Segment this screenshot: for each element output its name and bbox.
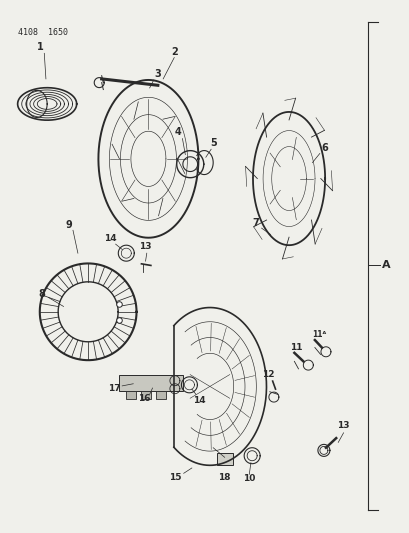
Text: 13: 13 (139, 242, 151, 251)
Text: 5: 5 (210, 138, 217, 148)
Text: 10: 10 (243, 474, 255, 483)
Text: 11ᴬ: 11ᴬ (311, 330, 325, 339)
Text: 8: 8 (38, 289, 45, 299)
Text: 2: 2 (171, 47, 177, 57)
Text: 11: 11 (289, 343, 301, 352)
FancyBboxPatch shape (155, 391, 166, 399)
Text: 16: 16 (138, 394, 150, 403)
Text: 14: 14 (192, 397, 204, 405)
Text: 3: 3 (154, 69, 161, 78)
Text: 12: 12 (262, 370, 274, 378)
Text: 15: 15 (169, 473, 181, 481)
Text: 14: 14 (103, 235, 116, 243)
FancyBboxPatch shape (141, 391, 151, 399)
Text: 9: 9 (65, 220, 72, 230)
FancyBboxPatch shape (119, 375, 182, 391)
FancyBboxPatch shape (216, 454, 232, 465)
Text: 13: 13 (337, 421, 349, 430)
Text: 7: 7 (252, 218, 259, 228)
Text: A: A (381, 260, 390, 270)
Text: 4: 4 (175, 127, 181, 137)
Text: 17: 17 (108, 384, 120, 392)
Text: 6: 6 (321, 143, 327, 153)
FancyBboxPatch shape (126, 391, 135, 399)
Text: 1: 1 (37, 42, 43, 52)
Text: 4108  1650: 4108 1650 (18, 28, 68, 37)
Text: 18: 18 (218, 473, 230, 481)
